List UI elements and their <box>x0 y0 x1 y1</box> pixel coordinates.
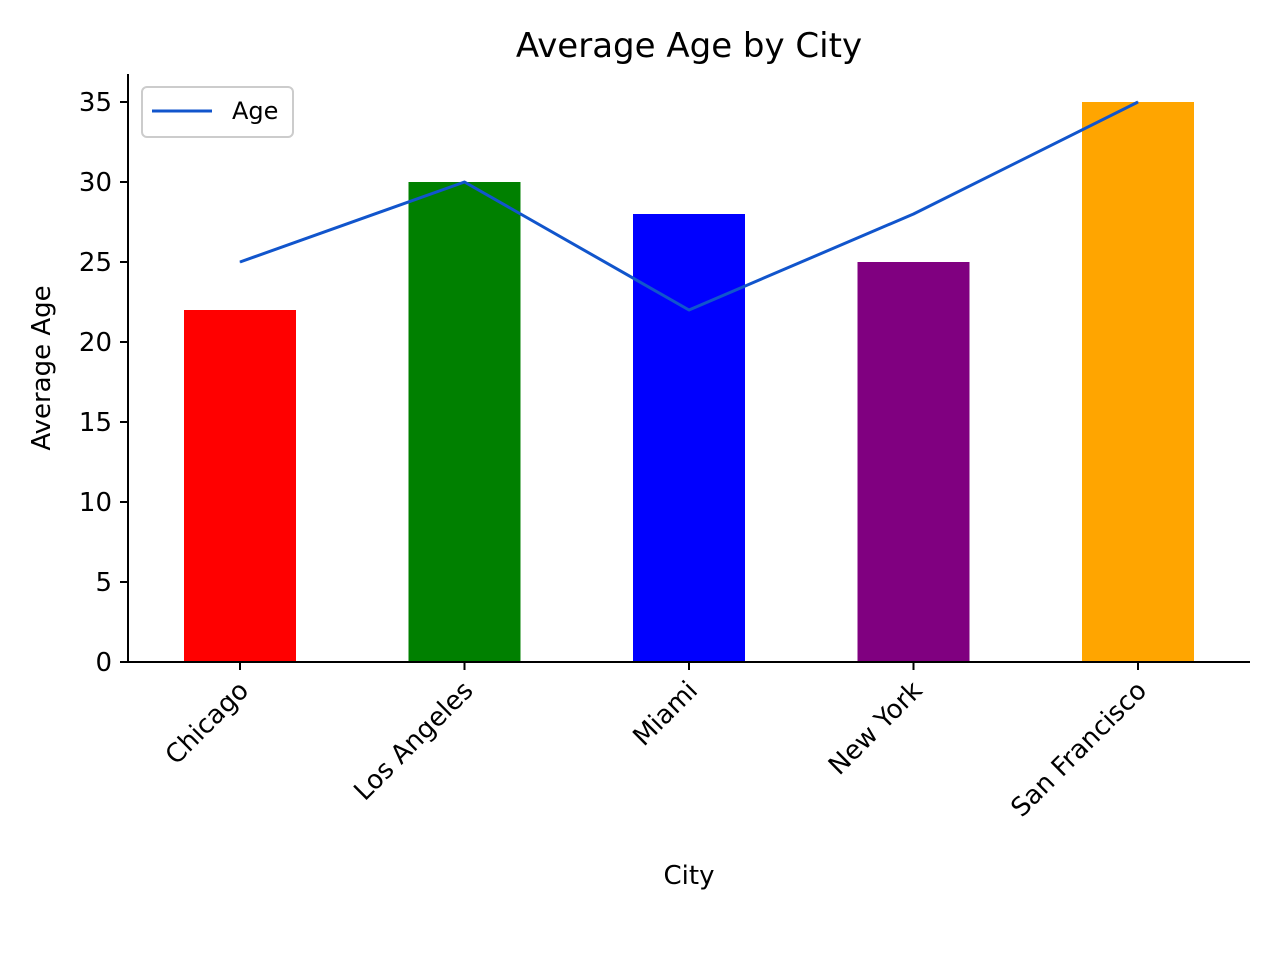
y-tick-label: 35 <box>79 88 112 118</box>
x-tick-label: San Francisco <box>1005 676 1153 824</box>
line-layer <box>239 100 1139 312</box>
x-tick-label: New York <box>823 676 928 781</box>
bar-miami <box>633 214 745 662</box>
y-tick-label: 20 <box>79 328 112 358</box>
y-tick-label: 30 <box>79 168 112 198</box>
series-point-age-3 <box>913 213 914 215</box>
y-tick-label: 5 <box>95 568 112 598</box>
x-tick-label: Chicago <box>160 676 255 771</box>
legend-box <box>141 86 294 138</box>
bar-chicago <box>184 310 296 662</box>
bars-layer <box>184 102 1194 662</box>
legend-label-age: Age <box>232 97 278 125</box>
bar-los-angeles <box>408 182 521 662</box>
series-point-age-2 <box>688 309 690 311</box>
series-point-age-4 <box>1137 101 1139 103</box>
series-point-age-0 <box>239 261 241 263</box>
y-tick-label: 15 <box>79 408 112 438</box>
y-axis-label: Average Age <box>27 285 57 450</box>
y-tick-label: 25 <box>79 248 112 278</box>
chart-title: Average Age by City <box>516 26 862 66</box>
x-tick-label: Miami <box>627 676 703 752</box>
bar-new-york <box>857 262 970 662</box>
y-tick-label: 0 <box>95 648 112 678</box>
legend: Age <box>141 86 294 138</box>
bar-san-francisco <box>1082 102 1194 662</box>
x-tick-label: Los Angeles <box>348 676 479 807</box>
series-point-age-1 <box>464 181 465 183</box>
x-axis-label: City <box>664 861 715 891</box>
y-tick-label: 10 <box>79 488 112 518</box>
